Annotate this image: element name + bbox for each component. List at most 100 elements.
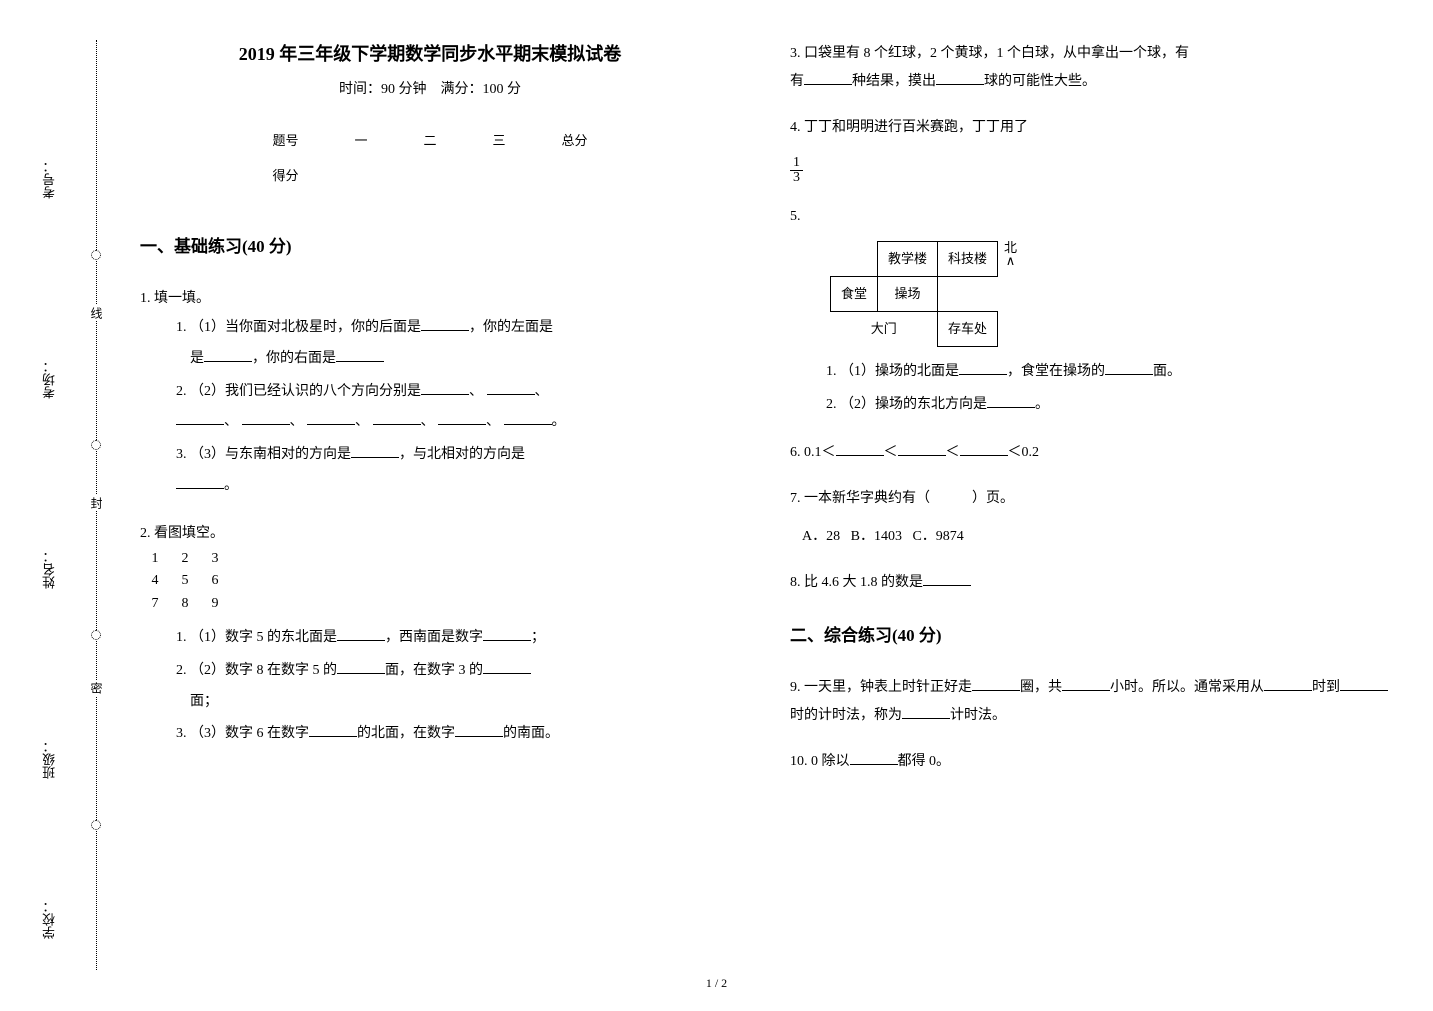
option-b[interactable]: B．1403 xyxy=(851,529,902,544)
fill-blank[interactable] xyxy=(438,411,486,425)
fill-blank[interactable] xyxy=(176,475,224,489)
item-number: 3. xyxy=(176,447,187,462)
item-text: （2）我们已经认识的八个方向分别是 xyxy=(190,384,421,399)
fill-blank[interactable] xyxy=(959,361,1007,375)
fill-blank[interactable] xyxy=(309,723,357,737)
section-heading-1: 一、基础练习(40 分) xyxy=(140,232,720,257)
question-2: 2. 看图填空。 123 456 789 1. （1）数字 5 的东北面是，西南… xyxy=(140,520,720,750)
north-arrow-icon: ∧ xyxy=(1006,253,1016,268)
grid-cell: 3 xyxy=(200,548,230,570)
binding-circle xyxy=(91,820,101,830)
item-tail: 面。 xyxy=(1153,364,1181,379)
fill-blank[interactable] xyxy=(421,317,469,331)
grid-cell: 2 xyxy=(170,548,200,570)
fill-blank[interactable] xyxy=(483,660,531,674)
exam-title: 2019 年三年级下学期数学同步水平期末模拟试卷 xyxy=(140,40,720,66)
north-indicator: 北 ∧ xyxy=(1004,241,1017,267)
school-map: 教学楼 科技楼 食堂 操场 大门 存车处 北 ∧ xyxy=(830,241,1390,347)
fill-blank[interactable] xyxy=(351,444,399,458)
grid-cell: 5 xyxy=(170,570,200,592)
question-2-1: 1. （1）数字 5 的东北面是 ，西南面是数字 ； xyxy=(176,623,720,654)
fill-blank[interactable] xyxy=(504,411,552,425)
question-5-2: 2. （2）操场的东北方向是。 xyxy=(826,390,1390,421)
fill-blank[interactable] xyxy=(804,71,852,85)
fill-blank[interactable] xyxy=(337,660,385,674)
grid-cell: 9 xyxy=(200,593,230,615)
scoretable-rowlabel: 题号 xyxy=(244,122,326,157)
fraction-denominator: 3 xyxy=(790,171,803,185)
binding-label-class: 班级： xyxy=(40,740,59,779)
binding-label-school: 学校： xyxy=(40,900,59,939)
item-text: 面，在数字 3 的 xyxy=(385,663,483,678)
question-4: 4. 丁丁和明明进行百米赛跑，丁丁用了 1 3 xyxy=(790,114,1390,185)
question-1: 1. 填一填。 1. （1）当你面对北极星时，你的后面是，你的左面是 是，你的右… xyxy=(140,285,720,502)
fill-blank[interactable] xyxy=(487,381,535,395)
fill-blank[interactable] xyxy=(483,627,531,641)
page-number: 1 / 2 xyxy=(706,976,727,991)
question-2-2: 2. （2）数字 8 在数字 5 的面，在数字 3 的 面； xyxy=(176,656,720,718)
item-tail: 。 xyxy=(224,478,238,493)
fill-blank[interactable] xyxy=(902,705,950,719)
time-label: 时间：90 分钟 xyxy=(339,82,427,97)
item-text: 10. 0 除以 xyxy=(790,754,850,769)
lt: ＜ xyxy=(946,445,960,460)
fill-blank[interactable] xyxy=(936,71,984,85)
scoretable-rowlabel: 得分 xyxy=(244,157,326,192)
fill-blank[interactable] xyxy=(242,411,290,425)
option-c[interactable]: C．9874 xyxy=(912,529,963,544)
item-text: ，你的左面是 xyxy=(469,320,553,335)
map-cell: 食堂 xyxy=(831,277,878,312)
fill-blank[interactable] xyxy=(850,751,898,765)
fill-blank[interactable] xyxy=(455,723,503,737)
fullscore-label: 满分：100 分 xyxy=(441,82,522,97)
fill-blank[interactable] xyxy=(836,442,884,456)
fill-blank[interactable] xyxy=(421,381,469,395)
item-text: ，西南面是数字 xyxy=(385,630,483,645)
fill-blank[interactable] xyxy=(337,627,385,641)
fill-blank[interactable] xyxy=(960,442,1008,456)
exam-subtitle: 时间：90 分钟 满分：100 分 xyxy=(140,78,720,98)
page: 2019 年三年级下学期数学同步水平期末模拟试卷 时间：90 分钟 满分：100… xyxy=(120,40,1410,794)
separator: 、 xyxy=(486,414,500,429)
question-stem: 2. 看图填空。 xyxy=(140,520,720,548)
option-a[interactable]: A．28 xyxy=(802,529,840,544)
item-text: 时的计时法，称为 xyxy=(790,708,902,723)
fill-blank[interactable] xyxy=(972,677,1020,691)
item-text: 是 xyxy=(190,351,204,366)
fill-blank[interactable] xyxy=(1264,677,1312,691)
fill-blank[interactable] xyxy=(307,411,355,425)
fill-blank[interactable] xyxy=(923,572,971,586)
section-heading-2: 二、综合练习(40 分) xyxy=(790,621,1390,646)
fill-blank[interactable] xyxy=(1105,361,1153,375)
item-text: （1）数字 5 的东北面是 xyxy=(190,630,337,645)
item-text: 时到 xyxy=(1312,680,1340,695)
scoretable-cell xyxy=(326,157,395,192)
scoretable-col: 二 xyxy=(395,122,464,157)
item-text: 种结果，摸出 xyxy=(852,74,936,89)
fill-blank[interactable] xyxy=(987,394,1035,408)
fill-blank[interactable] xyxy=(373,411,421,425)
fill-blank[interactable] xyxy=(1062,677,1110,691)
fill-blank[interactable] xyxy=(898,442,946,456)
scoretable-cell xyxy=(395,157,464,192)
binding-circle xyxy=(91,630,101,640)
item-tail: ； xyxy=(531,630,545,645)
item-text: （2）操场的东北方向是 xyxy=(840,397,987,412)
table-row: 教学楼 科技楼 xyxy=(831,242,998,277)
question-8: 8. 比 4.6 大 1.8 的数是 xyxy=(790,569,1390,597)
item-text: 9. 一天里，钟表上时针正好走 xyxy=(790,680,972,695)
question-stem: 1. 填一填。 xyxy=(140,285,720,313)
fill-blank[interactable] xyxy=(1340,677,1388,691)
scoretable-col: 三 xyxy=(465,122,534,157)
item-number: 1. xyxy=(176,630,187,645)
fill-blank[interactable] xyxy=(336,348,384,362)
fill-blank[interactable] xyxy=(176,411,224,425)
item-text: 小时。所以。通常采用从 xyxy=(1110,680,1264,695)
question-2-3: 3. （3）数字 6 在数字的北面，在数字的南面。 xyxy=(176,719,720,750)
score-table: 题号 一 二 三 总分 得分 xyxy=(244,122,615,192)
table-row: 得分 xyxy=(244,157,615,192)
item-number: 2. xyxy=(176,663,187,678)
fill-blank[interactable] xyxy=(204,348,252,362)
binding-label-examnum: 考号： xyxy=(40,160,59,199)
scoretable-cell xyxy=(465,157,534,192)
